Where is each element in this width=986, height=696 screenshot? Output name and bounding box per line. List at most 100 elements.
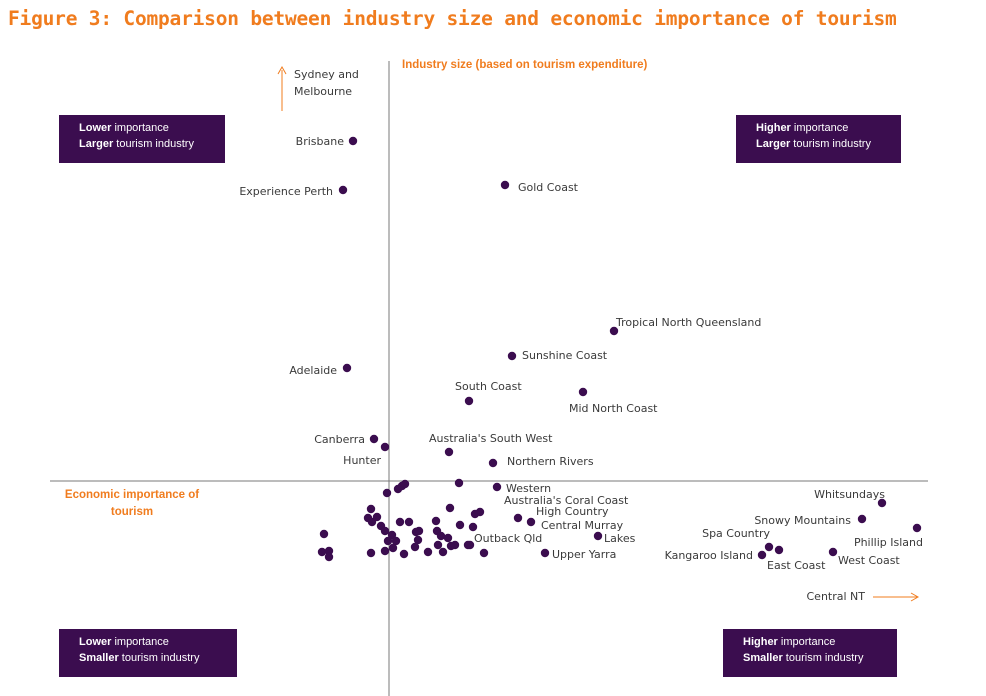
label-south-coast: South Coast <box>455 380 522 393</box>
point-unlabelled-29 <box>436 531 446 541</box>
point-unlabelled-3 <box>324 546 334 556</box>
offscale-arrowhead-right <box>910 592 920 602</box>
label-central-nt: Central NT <box>807 590 866 603</box>
point-unlabelled-14 <box>366 548 376 558</box>
point-unlabelled-8 <box>372 512 382 522</box>
label-canberra: Canberra <box>314 433 365 446</box>
point-unlabelled-15 <box>380 546 390 556</box>
quadrant-top-right: Higher importance Larger tourism industr… <box>736 115 901 163</box>
label-sunshine-coast: Sunshine Coast <box>522 349 608 362</box>
point-canberra <box>369 434 379 444</box>
point-unlabelled-17 <box>399 549 409 559</box>
label-brisbane: Brisbane <box>296 135 345 148</box>
point-unlabelled-10 <box>380 526 390 536</box>
point-unlabelled-39 <box>479 548 489 558</box>
point-brisbane <box>348 136 358 146</box>
figure-title: Figure 3: Comparison between industry si… <box>8 7 897 30</box>
point-unlabelled-27 <box>431 516 441 526</box>
point-unlabelled-37 <box>468 522 478 532</box>
point-south-coast <box>464 396 474 406</box>
label-experience-perth: Experience Perth <box>239 185 333 198</box>
point-unlabelled-5 <box>366 504 376 514</box>
label-high-country: High Country <box>536 505 609 518</box>
quadrant-top-right-line1-bold: Higher <box>756 122 791 134</box>
point-gold-coast <box>500 180 510 190</box>
point-unlabelled-35 <box>455 520 465 530</box>
point-unlabelled-18 <box>382 488 392 498</box>
quadrant-top-left-line2: tourism industry <box>113 138 194 150</box>
point-sunshine-coast <box>507 351 517 361</box>
label-australia-s-south-west: Australia's South West <box>429 432 553 445</box>
point-unlabelled-4 <box>324 552 334 562</box>
point-northern-rivers <box>488 458 498 468</box>
label-kangaroo-island: Kangaroo Island <box>665 549 753 562</box>
point-east-coast <box>774 545 784 555</box>
label-sydney-and-melbourne: Sydney and <box>294 68 359 81</box>
label-northern-rivers: Northern Rivers <box>507 455 594 468</box>
point-whitsundays <box>877 498 887 508</box>
point-unlabelled-1 <box>319 529 329 539</box>
point-unlabelled-43 <box>395 517 405 527</box>
point-snowy-mountains <box>857 514 867 524</box>
quadrant-bottom-left: Lower importance Smaller tourism industr… <box>59 629 237 677</box>
point-lakes <box>593 531 603 541</box>
label-central-murray: Central Murray <box>541 519 624 532</box>
point-unlabelled-34 <box>450 540 460 550</box>
label-lakes: Lakes <box>604 532 636 545</box>
point-unlabelled-12 <box>383 536 393 546</box>
point-unlabelled-22 <box>404 517 414 527</box>
point-unlabelled-24 <box>413 535 423 545</box>
point-west-coast <box>828 547 838 557</box>
point-western <box>492 482 502 492</box>
point-unlabelled-32 <box>443 533 453 543</box>
quadrant-bottom-left-line2: tourism industry <box>118 652 200 664</box>
quadrant-top-left-line2-bold: Larger <box>79 138 114 150</box>
label-australia-s-coral-coast: Australia's Coral Coast <box>504 494 629 507</box>
point-unlabelled-40 <box>454 478 464 488</box>
point-australia-s-south-west <box>444 447 454 457</box>
point-unlabelled-16 <box>388 543 398 553</box>
point-unlabelled-26 <box>423 547 433 557</box>
quadrant-top-left: Lower importance Larger tourism industry <box>59 115 225 163</box>
quadrant-top-left-line1-bold: Lower <box>79 122 112 134</box>
label-outback-qld: Outback Qld <box>474 532 542 545</box>
x-axis-label-cont: tourism <box>111 506 153 518</box>
point-unlabelled-13 <box>391 536 401 546</box>
label-mid-north-coast: Mid North Coast <box>569 402 658 415</box>
label-adelaide: Adelaide <box>289 364 337 377</box>
quadrant-bottom-left-line1: importance <box>111 636 169 648</box>
label-sydney-and-melbourne-cont: Melbourne <box>294 85 352 98</box>
quadrant-bottom-right-line2: tourism industry <box>782 652 864 664</box>
point-unlabelled-21 <box>400 479 410 489</box>
label-upper-yarra: Upper Yarra <box>552 548 616 561</box>
offscale-arrowhead-up <box>277 65 287 75</box>
quadrant-bottom-right-line1: importance <box>777 636 836 648</box>
point-tropical-north-queensland <box>609 326 619 336</box>
y-axis-label: Industry size (based on tourism expendit… <box>402 59 648 71</box>
label-hunter: Hunter <box>343 454 381 467</box>
point-mid-north-coast <box>578 387 588 397</box>
quadrant-bottom-right-line1-bold: Higher <box>743 636 778 648</box>
label-tropical-north-queensland: Tropical North Queensland <box>615 316 761 329</box>
quadrant-top-right-line2-bold: Larger <box>756 138 791 150</box>
point-unlabelled-30 <box>433 540 443 550</box>
label-snowy-mountains: Snowy Mountains <box>754 514 851 527</box>
label-whitsundays: Whitsundays <box>814 488 885 501</box>
label-spa-country: Spa Country <box>702 527 770 540</box>
point-high-country <box>513 513 523 523</box>
label-east-coast: East Coast <box>767 559 826 572</box>
x-axis-label: Economic importance of <box>65 489 199 501</box>
point-unlabelled-42 <box>414 526 424 536</box>
label-gold-coast: Gold Coast <box>518 181 579 194</box>
quadrant-top-right-line1: importance <box>790 122 849 134</box>
point-upper-yarra <box>540 548 550 558</box>
point-unlabelled-36 <box>465 540 475 550</box>
point-kangaroo-island <box>757 550 767 560</box>
quadrant-top-left-line1: importance <box>111 122 169 134</box>
point-unlabelled-38 <box>470 509 480 519</box>
point-experience-perth <box>338 185 348 195</box>
point-adelaide <box>342 363 352 373</box>
point-unlabelled-25 <box>410 542 420 552</box>
label-phillip-island: Phillip Island <box>854 536 923 549</box>
